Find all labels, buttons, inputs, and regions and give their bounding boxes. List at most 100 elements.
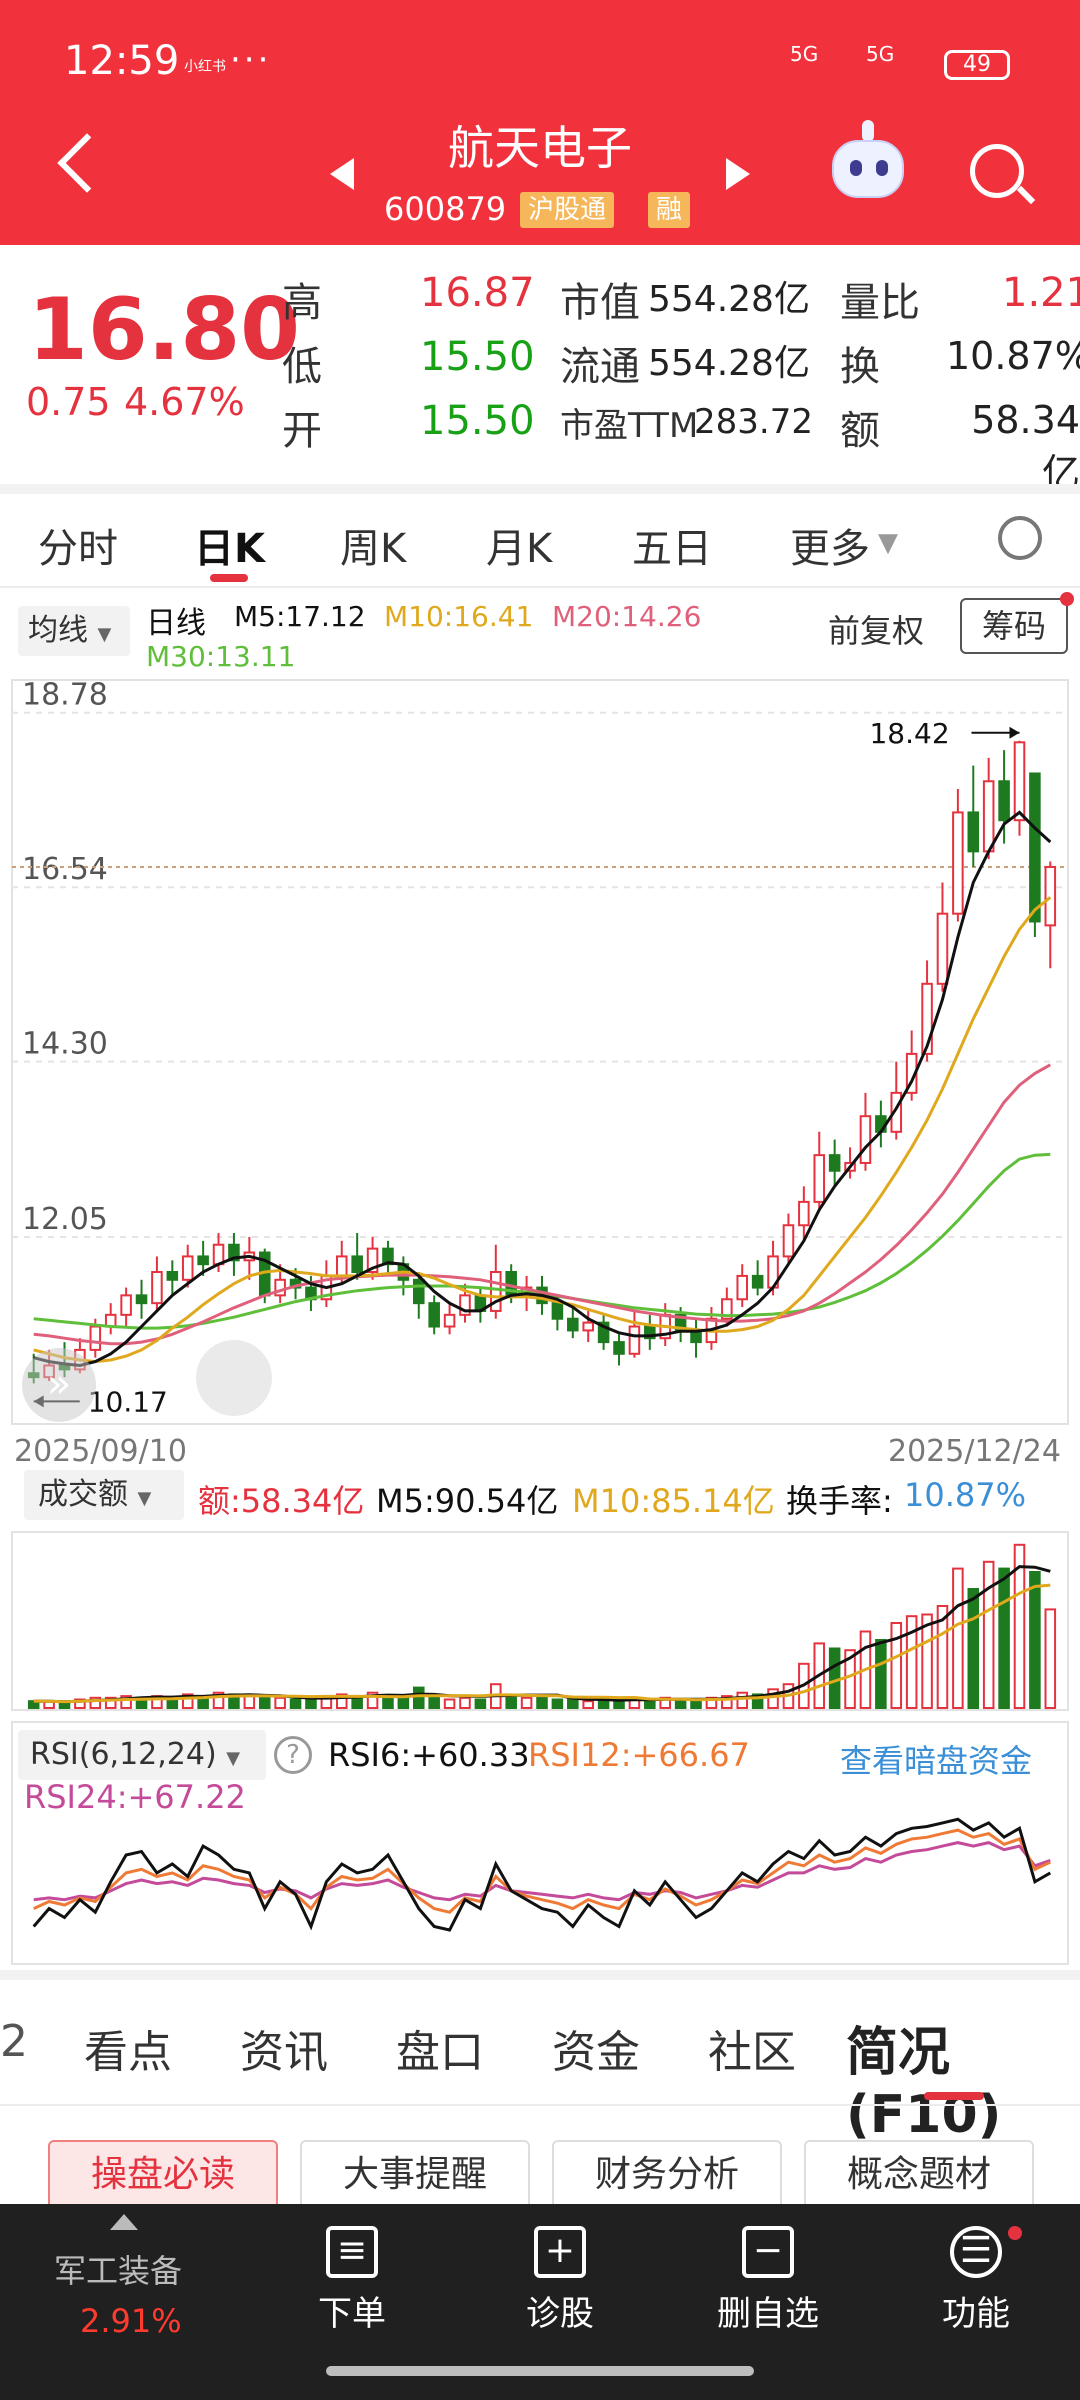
ai-assistant-icon[interactable] [832,140,904,198]
tab-highlights[interactable]: 看点 [84,2027,172,2078]
volume-ma-line-10 [33,1583,1051,1704]
tab-partial[interactable]: 2 [0,2016,28,2067]
expand-up-icon[interactable] [110,2214,138,2230]
trading-guide-button[interactable]: 操盘必读 [48,2140,278,2210]
next-stock-icon[interactable] [726,158,750,190]
tab-funds[interactable]: 资金 [552,2027,640,2078]
notification-dot [1060,592,1074,606]
price-panel-frame [11,679,1069,1425]
diagnose-icon[interactable]: + [534,2226,586,2278]
open-value: 15.50 [420,398,535,444]
dark-pool-link[interactable]: 查看暗盘资金 [840,1742,1033,1780]
candle-body [782,1224,795,1258]
volume-bar [335,1693,348,1710]
max-price-label: 18.42 [869,717,949,750]
chevron-down-icon: ▼ [97,624,112,645]
volume-bar [320,1695,333,1709]
candle-body [998,780,1010,822]
volume-bar [413,1686,425,1709]
home-indicator[interactable] [326,2366,754,2376]
status-app-icon: 小红书 [184,59,226,75]
volume-bar [828,1647,841,1709]
rsi-line-rsi24 [33,1841,1051,1902]
volume-bar [875,1639,887,1709]
sector-name[interactable]: 军工装备 [54,2252,183,2290]
candle-body [474,1294,487,1312]
amount-value: 58.34亿 [971,398,1080,495]
notification-dot-2 [1008,2226,1022,2240]
volume-bar [228,1693,240,1710]
ma20-value: M20:14.26 [552,600,702,633]
tab-intraday[interactable]: 分时 [38,526,118,572]
volume-selector[interactable]: 成交额 ▼ [24,1470,184,1520]
order-label[interactable]: 下单 [318,2294,386,2334]
tab-orderbook[interactable]: 盘口 [396,2027,484,2078]
diagnose-label[interactable]: 诊股 [526,2294,594,2334]
tab-daily-k[interactable]: 日K [194,526,265,572]
candle-body [813,1154,826,1203]
chip-distribution-button[interactable]: 筹码 [960,598,1068,654]
tab-more[interactable]: 更多 [790,526,870,572]
volume-m10: M10:85.14亿 [572,1482,775,1520]
tab-community[interactable]: 社区 [708,2027,796,2078]
volume-bar [859,1630,872,1709]
amount-label: 额 [840,408,880,454]
volume-bar [705,1696,718,1710]
vol-ratio-label: 量比 [840,280,920,326]
candle-body [428,1302,440,1328]
volume-bar [74,1698,86,1709]
events-button[interactable]: 大事提醒 [300,2140,530,2210]
candle-body [243,1251,256,1262]
financial-button[interactable]: 财务分析 [552,2140,782,2210]
volume-bar [613,1700,625,1709]
menu-label[interactable]: 功能 [942,2294,1010,2334]
candle-body [875,1115,887,1133]
tab-f10[interactable]: 简况(F10) [846,2023,1002,2145]
help-icon[interactable]: ? [274,1736,312,1774]
volume-bar [89,1696,102,1710]
sector-change: 2.91% [80,2302,182,2340]
high-label: 高 [282,280,322,326]
prev-stock-icon[interactable] [330,158,354,190]
low-label: 低 [282,344,322,390]
menu-icon[interactable]: ☰ [950,2226,1002,2278]
candle-body [289,1278,302,1289]
remove-watchlist-label[interactable]: 删自选 [717,2294,819,2334]
volume-bar [428,1696,440,1710]
tab-news[interactable]: 资讯 [240,2027,328,2078]
rsi-line-rsi6 [32,1817,1052,1932]
app-header: 12:59 小红书 ··· 5G 5G 49 航天电子 600879 沪股通 融 [0,0,1080,245]
candle-body [274,1278,286,1297]
current-price: 16.80 [28,280,301,380]
candle-body [366,1247,379,1274]
remove-watchlist-icon[interactable]: − [742,2226,794,2278]
candle-body [135,1294,148,1305]
candle-body [567,1317,579,1332]
rsi-selector[interactable]: RSI(6,12,24) ▼ [18,1730,266,1780]
adjust-mode[interactable]: 前复权 [828,612,925,650]
fullscreen-icon[interactable] [196,1340,272,1416]
ma-selector[interactable]: 均线 ▼ [18,606,130,656]
chevron-down-icon: ▼ [137,1488,152,1509]
candle-body [1044,865,1057,927]
settings-icon[interactable] [998,516,1042,560]
pe-value: 283.72 [694,402,813,442]
search-icon[interactable] [970,144,1024,198]
volume-bar [151,1695,163,1709]
concept-button[interactable]: 概念题材 [804,2140,1034,2210]
candle-body [798,1200,810,1227]
tab-monthly-k[interactable]: 月K [486,526,553,572]
candle-body [582,1321,594,1332]
rsi-line-rsi12 [33,1828,1051,1914]
x-end-date: 2025/12/24 [888,1434,1061,1469]
volume-bar [43,1700,55,1709]
tab-five-day[interactable]: 五日 [632,526,712,572]
candle-body [382,1247,394,1266]
tab-weekly-k[interactable]: 周K [340,526,407,572]
candle-body [351,1255,363,1273]
order-icon[interactable]: ≡ [326,2226,378,2278]
vol-ratio-value: 1.21 [1002,270,1080,316]
expand-sidebar-icon[interactable]: » [22,1348,96,1422]
y-tick-label: 14.30 [22,1027,108,1062]
candle-body [1029,772,1041,923]
